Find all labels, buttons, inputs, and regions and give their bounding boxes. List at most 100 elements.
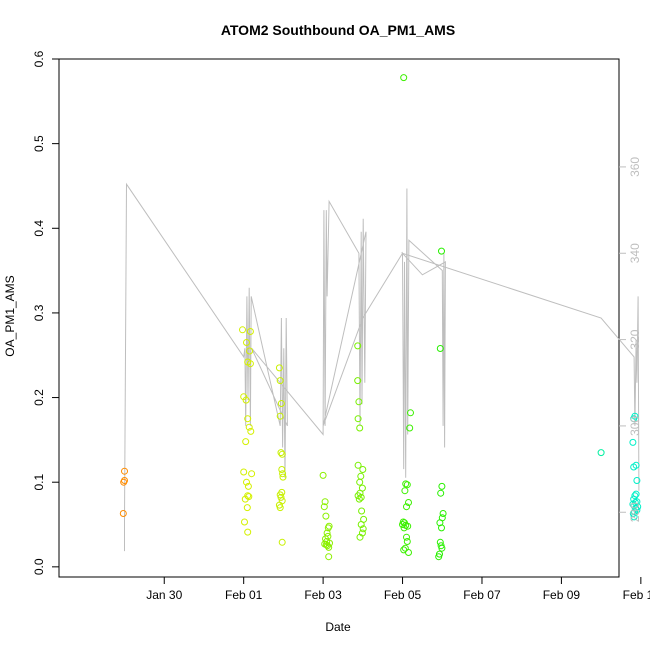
- data-point: [277, 493, 285, 501]
- y2-tick-label: 300: [628, 416, 642, 436]
- y2-tick-label: 360: [628, 157, 642, 177]
- data-point: [319, 471, 327, 479]
- x-tick-label: Feb 11: [623, 588, 650, 602]
- data-point: [629, 510, 637, 517]
- data-point: [357, 521, 365, 528]
- data-point: [354, 342, 362, 350]
- data-point: [277, 449, 285, 457]
- data-point: [276, 412, 284, 420]
- data-point: [119, 510, 127, 517]
- data-point: [239, 326, 246, 334]
- series-group: [435, 247, 447, 561]
- data-point: [245, 423, 253, 431]
- data-point: [359, 525, 367, 533]
- data-point: [240, 468, 248, 476]
- x-tick-label: Jan 30: [146, 588, 182, 602]
- data-point: [278, 538, 286, 546]
- data-point: [320, 503, 328, 511]
- data-point: [356, 478, 364, 486]
- data-point: [356, 533, 364, 541]
- data-point: [355, 495, 363, 503]
- secondary-series-line: [124, 182, 640, 552]
- data-point: [405, 499, 412, 506]
- data-point: [244, 415, 252, 423]
- data-point: [354, 415, 362, 423]
- y2-axis: 280 300 320 340 360: [619, 157, 642, 522]
- y-tick-label: 0.5: [32, 135, 46, 152]
- data-point: [597, 449, 605, 457]
- points-layer: [119, 74, 642, 561]
- data-point: [435, 553, 443, 561]
- data-point: [400, 74, 408, 82]
- y-tick-label: 0.3: [32, 304, 46, 321]
- data-point: [120, 478, 128, 486]
- data-point: [405, 549, 412, 556]
- data-point: [325, 553, 333, 561]
- data-point: [244, 482, 252, 490]
- data-point: [277, 400, 285, 407]
- x-tick-label: Feb 05: [384, 588, 422, 602]
- data-point: [359, 466, 367, 473]
- secondary-line-layer: [124, 182, 640, 552]
- chart-title: ATOM2 Southbound OA_PM1_AMS: [221, 22, 455, 38]
- data-point: [355, 398, 363, 406]
- data-point: [631, 492, 639, 500]
- data-point: [630, 513, 638, 521]
- data-point: [248, 470, 256, 478]
- data-point: [357, 493, 365, 501]
- y-tick-label: 0.4: [32, 220, 46, 237]
- data-point: [403, 503, 410, 511]
- x-axis-title: Date: [325, 620, 351, 634]
- data-point: [404, 522, 412, 530]
- data-point: [400, 524, 408, 532]
- data-point: [354, 377, 362, 385]
- series-group: [597, 449, 605, 457]
- y-tick-label: 0.6: [32, 50, 46, 67]
- x-tick-label: Feb 03: [304, 588, 342, 602]
- data-point: [279, 473, 287, 481]
- data-point: [403, 538, 411, 545]
- data-point: [244, 528, 252, 536]
- data-point: [325, 543, 333, 551]
- plot-frame: [58, 58, 620, 578]
- x-axis: Jan 30 Feb 01 Feb 03 Feb 05 Feb 07 Feb 09 Feb …: [146, 577, 650, 602]
- series-group: [275, 364, 287, 546]
- data-point: [358, 507, 366, 515]
- data-point: [438, 482, 446, 490]
- x-tick-label: Feb 09: [543, 588, 581, 602]
- data-point: [324, 524, 332, 532]
- data-point: [403, 481, 411, 489]
- data-point: [278, 466, 286, 473]
- y2-tick-label: 340: [628, 243, 642, 263]
- series-group: [239, 326, 256, 536]
- data-point: [403, 533, 410, 541]
- data-point: [275, 364, 283, 372]
- data-point: [407, 409, 414, 417]
- series-group: [119, 467, 128, 517]
- data-point: [243, 339, 250, 346]
- data-point: [438, 544, 446, 552]
- data-point: [246, 360, 254, 368]
- data-point: [243, 478, 250, 486]
- data-point: [241, 518, 248, 526]
- y-axis: 0.0 0.1 0.2 0.3 0.4 0.5 0.6: [32, 50, 59, 575]
- data-point: [242, 438, 250, 446]
- data-point: [406, 424, 414, 432]
- y-tick-label: 0.0: [32, 558, 46, 575]
- data-point: [322, 512, 330, 520]
- data-point: [438, 247, 445, 255]
- data-point: [246, 347, 254, 355]
- data-point: [634, 503, 642, 511]
- data-point: [630, 463, 638, 471]
- data-point: [276, 504, 284, 512]
- data-point: [438, 524, 445, 532]
- data-point: [437, 489, 445, 497]
- data-point: [324, 542, 331, 550]
- data-point: [242, 396, 250, 404]
- data-point: [279, 470, 287, 478]
- data-point: [354, 461, 362, 469]
- data-point: [630, 415, 638, 423]
- data-point: [276, 377, 284, 385]
- data-point: [121, 467, 128, 475]
- data-point: [321, 498, 329, 506]
